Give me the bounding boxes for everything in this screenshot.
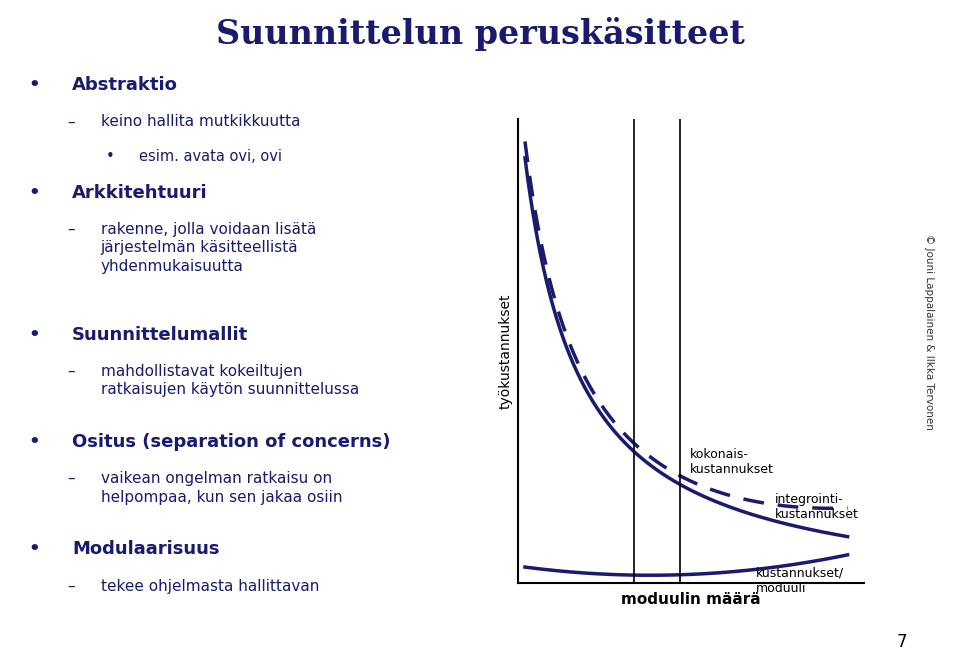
Text: Suunnittelun peruskäsitteet: Suunnittelun peruskäsitteet xyxy=(216,17,744,50)
Text: –: – xyxy=(67,364,75,379)
Text: kokonais-
kustannukset: kokonais- kustannukset xyxy=(689,448,774,475)
Text: © Jouni Lappalainen & Ilkka Tervonen: © Jouni Lappalainen & Ilkka Tervonen xyxy=(924,233,934,430)
Text: •: • xyxy=(29,76,40,94)
Text: vaikean ongelman ratkaisu on
helpompaa, kun sen jakaa osiin: vaikean ongelman ratkaisu on helpompaa, … xyxy=(101,471,343,505)
Text: –: – xyxy=(67,115,75,129)
Text: esim. avata ovi, ovi: esim. avata ovi, ovi xyxy=(139,149,282,164)
Text: Abstraktio: Abstraktio xyxy=(72,76,178,94)
Text: •: • xyxy=(106,149,114,164)
Text: mahdollistavat kokeiltujen
ratkaisujen käytön suunnittelussa: mahdollistavat kokeiltujen ratkaisujen k… xyxy=(101,364,359,397)
Text: kustannukset/
moduuli: kustannukset/ moduuli xyxy=(756,567,844,595)
Text: –: – xyxy=(67,579,75,593)
Text: integrointi-
kustannukset: integrointi- kustannukset xyxy=(775,493,859,521)
Y-axis label: työkustannukset: työkustannukset xyxy=(499,294,513,409)
Text: •: • xyxy=(29,433,40,451)
Text: –: – xyxy=(67,471,75,486)
X-axis label: moduulin määrä: moduulin määrä xyxy=(621,592,761,607)
Text: –: – xyxy=(67,222,75,237)
Text: Suunnittelumallit: Suunnittelumallit xyxy=(72,326,249,343)
Text: 7: 7 xyxy=(897,633,907,651)
Text: rakenne, jolla voidaan lisätä
järjestelmän käsitteellistä
yhdenmukaisuutta: rakenne, jolla voidaan lisätä järjestelm… xyxy=(101,222,316,274)
Text: Arkkitehtuuri: Arkkitehtuuri xyxy=(72,184,207,202)
Text: keino hallita mutkikkuutta: keino hallita mutkikkuutta xyxy=(101,115,300,129)
Text: Ositus (separation of concerns): Ositus (separation of concerns) xyxy=(72,433,391,451)
Text: •: • xyxy=(29,540,40,558)
Text: Modulaarisuus: Modulaarisuus xyxy=(72,540,220,558)
Text: •: • xyxy=(29,326,40,343)
Text: •: • xyxy=(29,184,40,202)
Text: tekee ohjelmasta hallittavan: tekee ohjelmasta hallittavan xyxy=(101,579,319,593)
